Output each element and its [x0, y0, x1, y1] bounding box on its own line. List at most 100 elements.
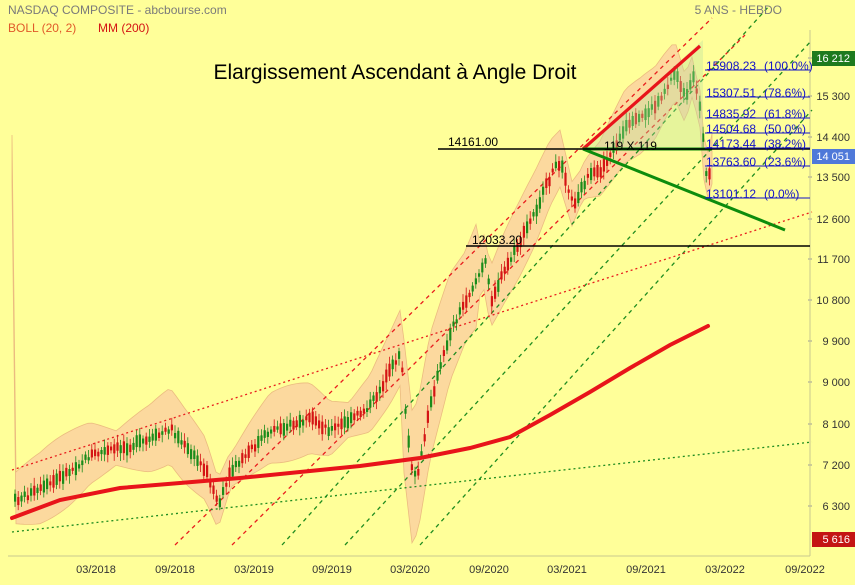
- x-tick-label: 09/2018: [155, 564, 195, 576]
- chart-title: Elargissement Ascendant à Angle Droit: [213, 61, 576, 84]
- boll-legend: BOLL (20, 2): [8, 21, 76, 35]
- candle-body: [324, 424, 327, 428]
- candle-body: [586, 173, 589, 178]
- candle-body: [526, 221, 529, 234]
- candle-body: [350, 412, 353, 424]
- candle-body: [202, 463, 205, 476]
- candle-body: [426, 410, 429, 423]
- candle-body: [42, 480, 45, 493]
- candle-body: [487, 278, 490, 285]
- candle-body: [196, 455, 199, 466]
- candle-body: [340, 418, 343, 430]
- candle-body: [634, 112, 637, 125]
- trend-channels: [11, 4, 813, 546]
- candle-body: [90, 449, 93, 458]
- candle-body: [535, 204, 538, 217]
- candle-body: [353, 413, 356, 421]
- candle-body: [241, 453, 244, 464]
- y-axis-low-box: [812, 532, 855, 547]
- candle-body: [362, 408, 365, 414]
- candle-body: [164, 427, 167, 432]
- mm-legend: MM (200): [98, 21, 149, 35]
- candle-body: [231, 464, 234, 477]
- candle-body: [606, 158, 609, 166]
- candle-body: [673, 69, 676, 80]
- candle-body: [247, 445, 250, 458]
- candle-body: [97, 451, 100, 457]
- candle-body: [116, 442, 119, 451]
- candle-body: [359, 410, 362, 418]
- fib-pct: (100.0%): [764, 59, 813, 73]
- candle-body: [23, 491, 26, 497]
- lower-pattern-line: [582, 147, 786, 232]
- candle-body: [513, 245, 516, 255]
- candle-body: [209, 480, 212, 488]
- candle-body: [650, 104, 653, 110]
- candle-body: [167, 429, 170, 434]
- instrument-title: NASDAQ COMPOSITE - abcbourse.com: [8, 3, 227, 17]
- candle-body: [138, 434, 141, 448]
- red-channel-line: [231, 34, 746, 546]
- candle-body: [609, 152, 612, 157]
- candle-body: [500, 271, 503, 280]
- candle-body: [295, 420, 298, 428]
- candle-body: [142, 438, 145, 444]
- candle-body: [503, 266, 506, 274]
- candle-body: [666, 84, 669, 90]
- candle-body: [596, 164, 599, 178]
- candle-body: [113, 444, 116, 454]
- y-axis: 16 212 15 300 14 400 14 051 13 500 12 60…: [812, 51, 855, 547]
- x-axis: 03/2018 09/2018 03/2019 09/2019 03/2020 …: [76, 564, 825, 576]
- candle-body: [177, 430, 180, 444]
- fib-value: 13101.12: [706, 187, 756, 201]
- candle-body: [135, 435, 138, 448]
- candle-body: [39, 484, 42, 491]
- candle-body: [55, 473, 58, 485]
- y-tick-label: 12 600: [816, 214, 850, 226]
- candle-body: [519, 237, 522, 248]
- candle-body: [442, 350, 445, 357]
- candle-body: [410, 464, 413, 471]
- candle-body: [670, 77, 673, 81]
- candle-body: [356, 410, 359, 416]
- candle-body: [414, 470, 417, 477]
- candle-body: [190, 449, 193, 460]
- candle-body: [228, 467, 231, 480]
- candle-body: [273, 425, 276, 432]
- fib-value: 15908.23: [706, 59, 756, 73]
- candle-body: [369, 399, 372, 408]
- candle-body: [62, 471, 65, 484]
- y-tick-label: 5 616: [822, 534, 850, 546]
- x-tick-label: 03/2018: [76, 564, 116, 576]
- candles: [14, 65, 711, 511]
- candle-body: [641, 113, 644, 118]
- candle-body: [615, 140, 618, 151]
- candle-body: [382, 381, 385, 392]
- candle-body: [583, 180, 586, 190]
- candle-body: [106, 445, 109, 455]
- y-tick-label: 15 300: [816, 91, 850, 103]
- fib-value: 14173.44: [706, 137, 756, 151]
- candle-body: [420, 451, 423, 456]
- candle-body: [481, 262, 484, 273]
- candle-body: [538, 197, 541, 209]
- y-tick-label: 7 200: [822, 460, 850, 472]
- candle-body: [94, 449, 97, 457]
- candle-body: [234, 461, 237, 468]
- candle-body: [215, 495, 218, 502]
- fib-pct: (78.6%): [764, 86, 806, 100]
- candle-body: [122, 441, 125, 454]
- candle-body: [14, 493, 17, 502]
- period-label: 5 ANS - HEBDO: [695, 3, 782, 17]
- candle-body: [346, 417, 349, 429]
- candle-body: [436, 370, 439, 381]
- candle-body: [330, 425, 333, 431]
- candle-body: [289, 419, 292, 427]
- green-channel-line: [344, 39, 813, 546]
- candle-body: [439, 362, 442, 369]
- candle-body: [58, 470, 61, 482]
- candle-body: [689, 80, 692, 90]
- candle-body: [545, 178, 548, 189]
- candle-body: [372, 395, 375, 401]
- candle-body: [564, 172, 567, 186]
